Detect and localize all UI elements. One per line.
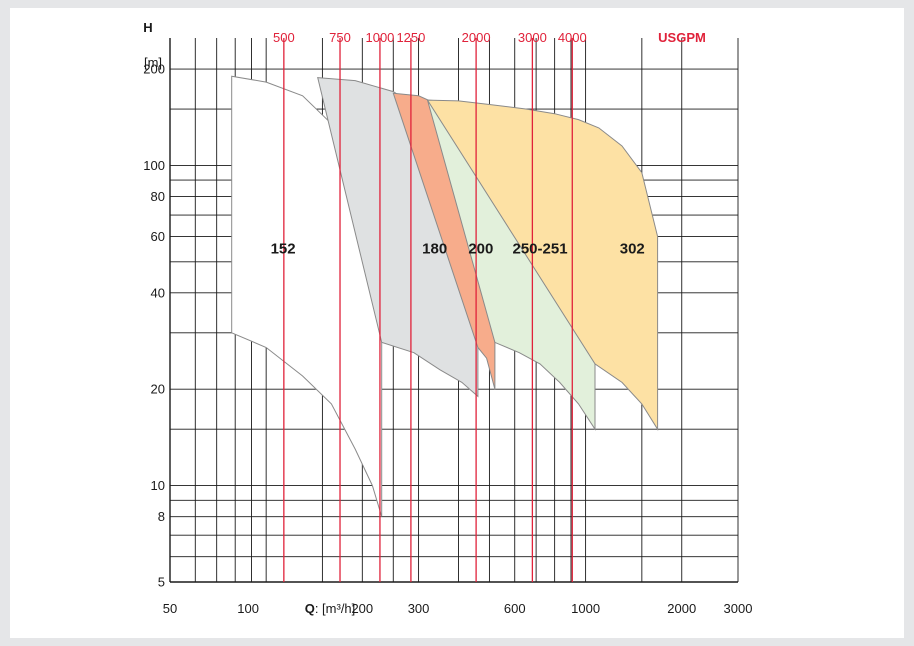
chart-card: 500 750 1000 1250 2000 3000 4000 152 180 200 250-… <box>10 8 904 638</box>
y-axis-title: H <box>143 20 152 35</box>
x-tick-label-50: 50 <box>163 601 177 616</box>
usgpm-label-1000: 1000 <box>365 30 394 45</box>
x-tick-label-600: 600 <box>504 601 526 616</box>
x-tick-label-100: 100 <box>237 601 259 616</box>
y-tick-label-20: 20 <box>151 382 165 397</box>
y-axis-unit: [m] <box>144 55 162 70</box>
usgpm-label-4000: 4000 <box>558 30 587 45</box>
usgpm-label-2000: 2000 <box>462 30 491 45</box>
x-tick-label-3000: 3000 <box>724 601 753 616</box>
area-302 <box>426 99 659 431</box>
pump-performance-chart: 500 750 1000 1250 2000 3000 4000 152 180 200 250-… <box>143 20 752 616</box>
y-tick-label-10: 10 <box>151 478 165 493</box>
x-tick-label-2000: 2000 <box>667 601 696 616</box>
y-tick-label-8: 8 <box>158 509 165 524</box>
y-tick-label-60: 60 <box>151 229 165 244</box>
y-tick-label-80: 80 <box>151 189 165 204</box>
usgpm-lines: 500 750 1000 1250 2000 3000 4000 <box>273 30 587 582</box>
x-tick-label-1000: 1000 <box>571 601 600 616</box>
series-label-302: 302 <box>620 241 645 258</box>
x-axis-title-unit: : [m³/h] <box>315 601 355 616</box>
series-labels: 152 180 200 250-251 302 <box>271 241 645 258</box>
usgpm-label-500: 500 <box>273 30 295 45</box>
series-label-180: 180 <box>422 241 447 258</box>
usgpm-label-750: 750 <box>329 30 351 45</box>
y-tick-label-5: 5 <box>158 575 165 590</box>
series-label-250-251: 250-251 <box>512 241 567 258</box>
y-tick-label-40: 40 <box>151 285 165 300</box>
series-label-200: 200 <box>468 241 493 258</box>
usgpm-label-1250: 1250 <box>396 30 425 45</box>
series-areas <box>231 75 659 517</box>
y-tick-label-100: 100 <box>143 158 165 173</box>
axis-titles: H [m] USGPM Q: [m³/h] <box>143 20 706 616</box>
tick-labels: 50 100 200 300 600 1000 2000 3000 5 8 10 20 40 60 80 10… <box>143 62 752 616</box>
x-tick-label-200: 200 <box>351 601 373 616</box>
top-axis-title: USGPM <box>658 30 706 45</box>
x-tick-label-300: 300 <box>408 601 430 616</box>
series-label-152: 152 <box>271 241 296 258</box>
y-tick-label-200: 200 <box>143 62 165 77</box>
x-axis-title: Q: [m³/h] <box>305 601 356 616</box>
usgpm-label-3000: 3000 <box>518 30 547 45</box>
x-axis-title-prefix: Q <box>305 601 315 616</box>
